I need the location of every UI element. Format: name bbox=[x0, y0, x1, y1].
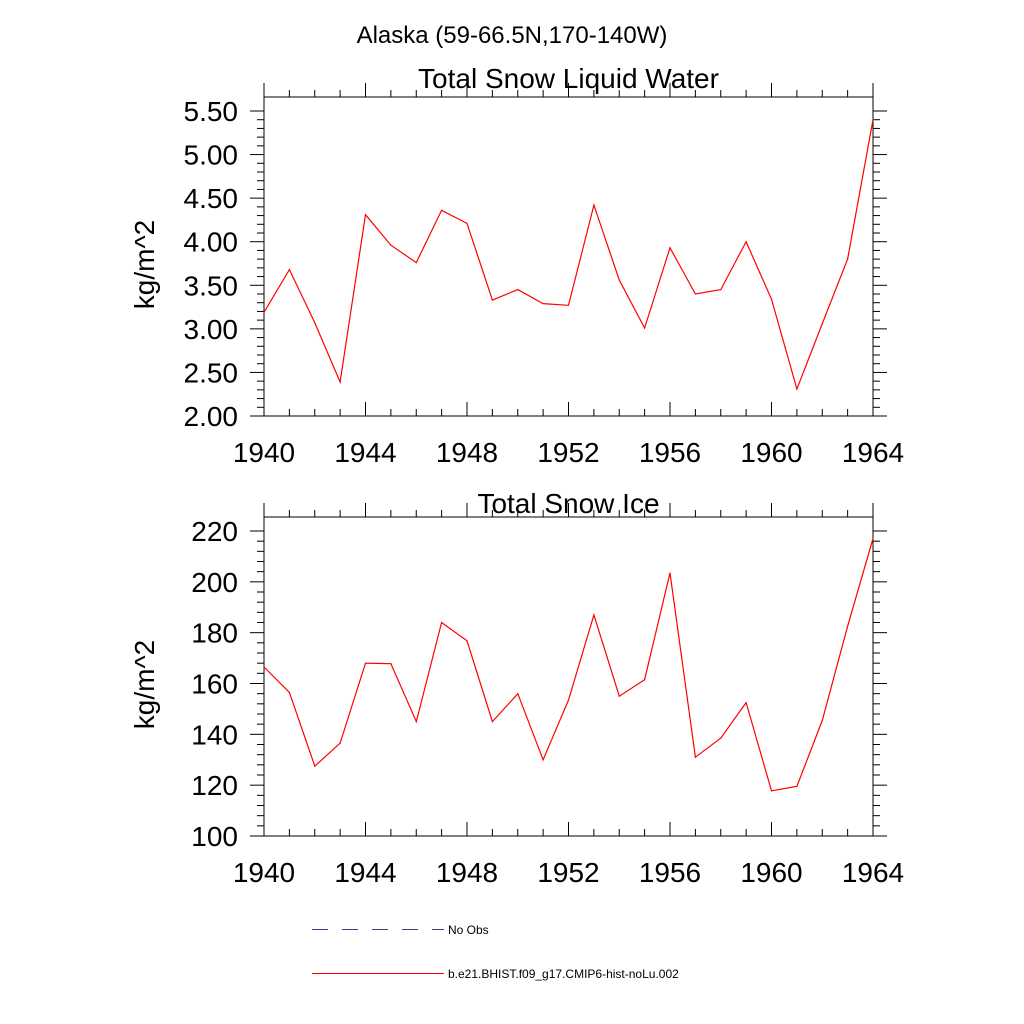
data-point bbox=[542, 759, 544, 761]
x-tick-label: 1952 bbox=[537, 857, 599, 888]
data-point bbox=[491, 721, 493, 723]
x-tick-label: 1948 bbox=[436, 857, 498, 888]
x-tick-label: 1944 bbox=[334, 857, 396, 888]
x-tick-label: 1964 bbox=[842, 437, 904, 468]
data-point bbox=[694, 293, 696, 295]
data-point bbox=[669, 247, 671, 249]
y-tick-label: 4.00 bbox=[184, 227, 239, 258]
data-point bbox=[517, 289, 519, 291]
data-point bbox=[872, 119, 874, 121]
y-tick-label: 3.50 bbox=[184, 270, 239, 301]
data-point bbox=[364, 214, 367, 216]
x-tick-label: 1960 bbox=[740, 857, 802, 888]
data-point bbox=[415, 721, 417, 723]
x-tick-label: 1952 bbox=[537, 437, 599, 468]
y-tick-label: 4.50 bbox=[184, 183, 239, 214]
plot-frame bbox=[263, 96, 874, 417]
data-point bbox=[517, 693, 519, 695]
data-point bbox=[441, 621, 443, 624]
data-point bbox=[669, 572, 671, 574]
plot-frame bbox=[263, 516, 874, 837]
y-tick-label: 140 bbox=[191, 719, 238, 750]
data-point bbox=[720, 737, 722, 739]
data-point bbox=[339, 742, 341, 744]
data-point bbox=[339, 381, 341, 383]
data-point bbox=[263, 311, 265, 313]
data-point bbox=[542, 302, 544, 305]
data-point bbox=[847, 625, 849, 627]
data-point bbox=[618, 695, 620, 697]
y-tick-label: 2.00 bbox=[184, 401, 239, 432]
data-point bbox=[593, 204, 595, 206]
x-tick-label: 1956 bbox=[639, 437, 701, 468]
legend-label-model: b.e21.BHIST.f09_g17.CMIP6-hist-noLu.002 bbox=[448, 967, 679, 981]
data-point bbox=[796, 388, 798, 390]
data-point bbox=[745, 701, 747, 704]
data-point bbox=[314, 765, 316, 767]
data-point bbox=[720, 289, 722, 291]
y-tick-label: 5.50 bbox=[184, 96, 239, 127]
y-tick-label: 180 bbox=[191, 618, 238, 649]
data-point bbox=[314, 322, 316, 324]
x-tick-label: 1948 bbox=[436, 437, 498, 468]
data-point bbox=[872, 538, 874, 540]
data-point bbox=[796, 785, 798, 788]
data-point bbox=[364, 662, 367, 664]
data-point bbox=[567, 304, 570, 306]
data-point bbox=[821, 719, 823, 721]
x-tick-label: 1944 bbox=[334, 437, 396, 468]
data-point bbox=[441, 209, 443, 211]
data-point bbox=[770, 790, 773, 792]
data-point bbox=[288, 269, 290, 271]
y-tick-label: 5.00 bbox=[184, 140, 239, 171]
x-tick-label: 1940 bbox=[233, 437, 295, 468]
y-tick-label: 100 bbox=[191, 821, 238, 852]
y-tick-label: 220 bbox=[191, 516, 238, 547]
x-tick-label: 1956 bbox=[639, 857, 701, 888]
series-line bbox=[263, 119, 874, 391]
y-axis-label: kg/m^2 bbox=[129, 220, 160, 309]
data-point bbox=[770, 298, 773, 300]
y-axis-label: kg/m^2 bbox=[129, 640, 160, 729]
data-point bbox=[847, 258, 849, 260]
y-tick-label: 200 bbox=[191, 567, 238, 598]
legend: No Obs b.e21.BHIST.f09_g17.CMIP6-hist-no… bbox=[312, 923, 679, 981]
data-point bbox=[415, 262, 417, 264]
data-point bbox=[567, 699, 570, 701]
y-tick-label: 120 bbox=[191, 770, 238, 801]
data-point bbox=[390, 663, 392, 665]
page-title: Alaska (59-66.5N,170-140W) bbox=[357, 22, 668, 49]
data-point bbox=[644, 327, 646, 329]
x-tick-label: 1940 bbox=[233, 857, 295, 888]
data-point bbox=[466, 640, 468, 642]
data-point bbox=[491, 299, 493, 301]
data-point bbox=[263, 666, 265, 668]
data-point bbox=[288, 691, 290, 693]
x-tick-label: 1960 bbox=[740, 437, 802, 468]
x-tick-label: 1964 bbox=[842, 857, 904, 888]
y-tick-label: 3.00 bbox=[184, 314, 239, 345]
y-tick-label: 2.50 bbox=[184, 357, 239, 388]
y-tick-label: 160 bbox=[191, 669, 238, 700]
data-point bbox=[644, 679, 646, 681]
data-point bbox=[593, 614, 595, 616]
data-point bbox=[694, 756, 696, 758]
data-point bbox=[618, 279, 620, 281]
series-line bbox=[263, 538, 874, 792]
data-point bbox=[390, 244, 392, 246]
legend-label-no-obs: No Obs bbox=[448, 923, 489, 937]
data-point bbox=[745, 241, 747, 243]
data-point bbox=[821, 323, 823, 325]
data-point bbox=[466, 222, 468, 225]
